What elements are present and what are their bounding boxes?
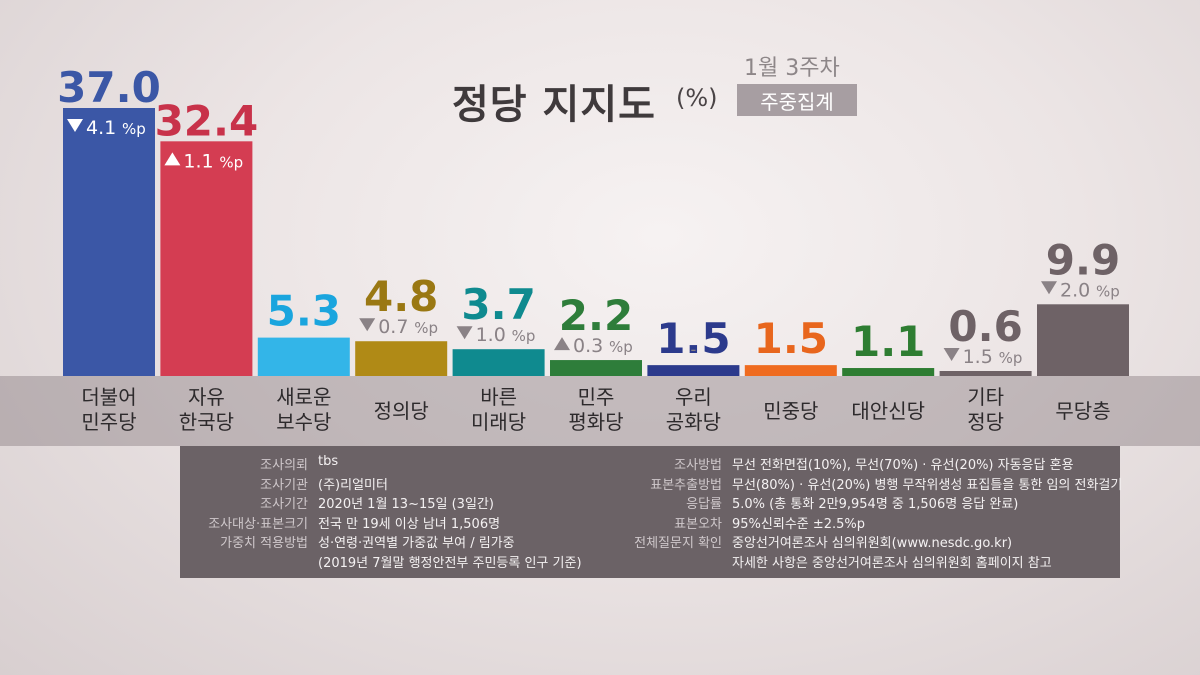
change-label: 1.5 bbox=[963, 346, 993, 368]
survey-value: tbs bbox=[318, 454, 339, 469]
category-label: 미래당 bbox=[471, 410, 526, 434]
change-down-icon bbox=[456, 326, 473, 340]
change-label: 1.1 bbox=[183, 150, 213, 172]
survey-value: 전국 만 19세 이상 남녀 1,506명 bbox=[318, 516, 501, 532]
bar bbox=[452, 349, 545, 376]
survey-value: 자세한 사항은 중앙선거여론조사 심의위원회 홈페이지 참고 bbox=[732, 555, 1052, 571]
change-unit: %p bbox=[1096, 282, 1120, 300]
value-label: 4.8 bbox=[364, 272, 438, 321]
bar bbox=[842, 368, 935, 376]
survey-label: 표본오차 bbox=[674, 516, 722, 532]
category-label: 바른 bbox=[480, 385, 517, 409]
category-label: 민주 bbox=[578, 385, 615, 409]
value-label: 37.0 bbox=[57, 63, 161, 112]
survey-value: (2019년 7월말 행정안전부 주민등록 인구 기준) bbox=[318, 555, 582, 571]
change-unit: %p bbox=[512, 327, 536, 345]
week-label: 1월 3주차 bbox=[744, 56, 840, 81]
category-label: 정당 bbox=[967, 410, 1004, 434]
bar bbox=[160, 141, 253, 376]
category-label: 공화당 bbox=[666, 410, 721, 434]
bar bbox=[1037, 304, 1129, 376]
category-label: 무당층 bbox=[1055, 399, 1110, 423]
change-down-icon bbox=[943, 348, 960, 361]
change-label: 0.7 bbox=[378, 316, 408, 338]
value-label: 3.7 bbox=[461, 280, 535, 329]
value-label: 9.9 bbox=[1046, 235, 1120, 284]
category-label: 더불어 bbox=[81, 385, 136, 409]
chart-header: 정당 지지도 (%) 1월 3주차 주중집계 bbox=[0, 0, 1200, 130]
bar bbox=[939, 371, 1032, 376]
survey-label: 조사의뢰 bbox=[260, 458, 308, 473]
category-label-band bbox=[0, 376, 1200, 446]
bar bbox=[63, 108, 155, 376]
survey-value: 2020년 1월 13~15일 (3일간) bbox=[318, 497, 494, 512]
survey-label: 조사방법 bbox=[674, 458, 722, 473]
survey-label: 조사기간 bbox=[260, 497, 308, 512]
change-unit: %p bbox=[122, 120, 146, 138]
change-up-icon bbox=[554, 337, 570, 351]
bar bbox=[257, 337, 350, 376]
survey-label: 조사기관 bbox=[260, 477, 308, 493]
survey-label: 가중치 적용방법 bbox=[220, 536, 308, 551]
category-label: 한국당 bbox=[179, 410, 234, 434]
change-unit: %p bbox=[999, 349, 1023, 367]
value-label: 32.4 bbox=[155, 96, 259, 145]
category-label: 민주당 bbox=[81, 410, 136, 434]
chart-title: 정당 지지도 bbox=[452, 82, 656, 128]
change-down-icon bbox=[1041, 281, 1057, 295]
bar bbox=[355, 341, 448, 376]
change-up-icon bbox=[164, 152, 181, 166]
survey-label: 표본추출방법 bbox=[650, 477, 722, 493]
value-label: 1.1 bbox=[851, 317, 925, 366]
value-label: 2.2 bbox=[559, 291, 633, 340]
category-label: 정의당 bbox=[374, 399, 429, 423]
survey-value: 무선 전화면접(10%), 무선(70%) · 유선(20%) 자동응답 혼용 bbox=[732, 458, 1074, 473]
change-down-icon bbox=[67, 119, 83, 132]
change-down-icon bbox=[359, 318, 376, 332]
category-label: 자유 bbox=[188, 385, 225, 409]
category-label: 민중당 bbox=[763, 399, 818, 423]
change-label: 1.0 bbox=[476, 324, 506, 346]
survey-label: 조사대상·표본크기 bbox=[208, 516, 308, 532]
change-label: - bbox=[691, 340, 697, 359]
bar bbox=[647, 365, 740, 376]
change-label: 4.1 bbox=[86, 117, 116, 139]
category-label: 우리 bbox=[675, 385, 712, 409]
survey-value: 5.0% (총 통화 2만9,954명 중 1,506명 응답 완료) bbox=[732, 497, 1019, 512]
survey-value: (주)리얼미터 bbox=[318, 477, 388, 493]
weekly-badge: 주중집계 bbox=[737, 84, 857, 116]
survey-label: 응답률 bbox=[686, 497, 722, 512]
value-label: 1.5 bbox=[754, 314, 828, 363]
category-label: 보수당 bbox=[276, 410, 331, 434]
bar bbox=[744, 365, 837, 376]
value-label: 1.5 bbox=[656, 314, 730, 363]
value-label: 0.6 bbox=[948, 302, 1022, 351]
category-label: 새로운 bbox=[276, 385, 331, 409]
survey-value: 중앙선거여론조사 심의위원회(www.nesdc.go.kr) bbox=[732, 536, 1013, 551]
category-label: 평화당 bbox=[568, 410, 623, 434]
survey-value: 성·연령·권역별 가중값 부여 / 림가중 bbox=[318, 536, 515, 551]
change-unit: %p bbox=[219, 153, 243, 171]
survey-value: 무선(80%) · 유선(20%) 병행 무작위생성 표집틀을 통한 임의 전화… bbox=[732, 477, 1123, 493]
change-label: 0.3 bbox=[573, 335, 603, 357]
change-unit: %p bbox=[414, 319, 438, 337]
change-label: 2.0 bbox=[1060, 279, 1090, 301]
value-label: 5.3 bbox=[267, 287, 341, 336]
survey-value: 95%신뢰수준 ±2.5%p bbox=[732, 516, 866, 532]
bar bbox=[550, 360, 642, 376]
unit-label: (%) bbox=[676, 84, 718, 112]
category-label: 기타 bbox=[967, 385, 1004, 409]
survey-label: 전체질문지 확인 bbox=[634, 536, 722, 551]
change-unit: %p bbox=[609, 338, 633, 356]
category-label: 대안신당 bbox=[851, 399, 925, 423]
